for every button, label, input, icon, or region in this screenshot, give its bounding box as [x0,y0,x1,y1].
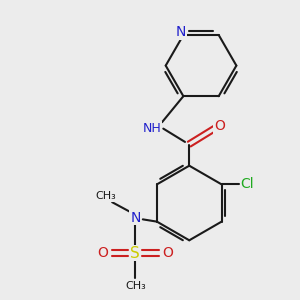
Text: O: O [214,119,225,134]
Text: NH: NH [142,122,161,135]
Text: Cl: Cl [240,177,254,191]
Text: CH₃: CH₃ [125,281,146,291]
Text: N: N [130,211,141,225]
Text: O: O [162,246,173,260]
Text: CH₃: CH₃ [95,191,116,201]
Text: S: S [130,246,140,261]
Text: O: O [98,246,109,260]
Text: N: N [176,25,186,39]
